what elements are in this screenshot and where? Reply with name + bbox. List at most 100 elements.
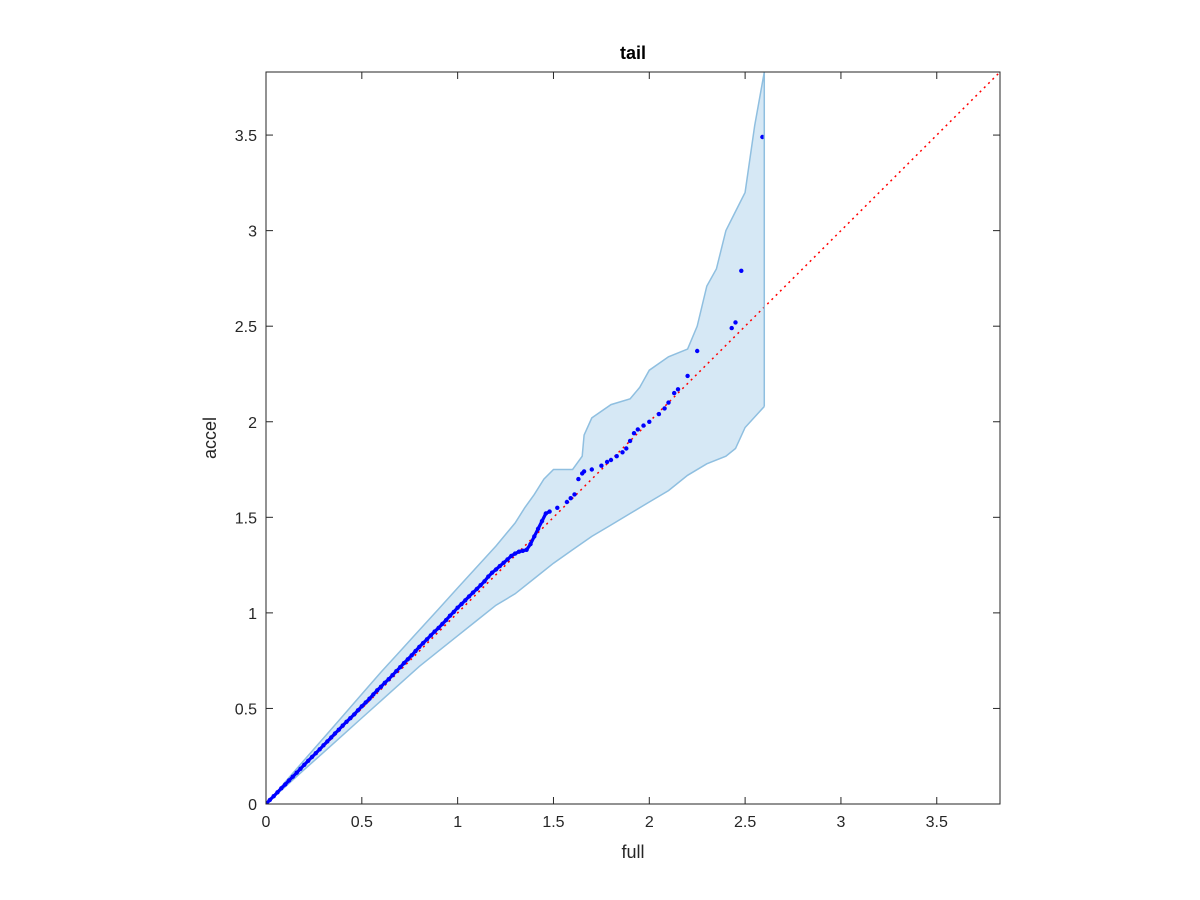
data-point	[635, 427, 640, 432]
data-point	[290, 774, 295, 779]
data-point	[528, 541, 533, 547]
data-point	[443, 617, 449, 623]
y-tick-label: 1.5	[235, 510, 257, 527]
y-tick-label: 3	[248, 224, 257, 241]
data-point	[576, 476, 581, 482]
data-point	[355, 708, 361, 713]
data-point	[424, 637, 430, 642]
data-point	[535, 526, 541, 531]
data-point	[321, 743, 326, 748]
data-point	[520, 548, 525, 553]
data-point	[329, 735, 334, 740]
data-point	[271, 794, 276, 799]
data-point	[564, 499, 570, 505]
data-point	[647, 419, 652, 424]
data-point	[532, 534, 537, 539]
data-point	[539, 518, 545, 524]
data-point	[332, 731, 338, 736]
x-tick-label: 1	[453, 814, 462, 831]
data-point	[455, 605, 460, 610]
data-point	[417, 644, 422, 650]
x-axis-label: full	[621, 842, 644, 862]
x-tick-label: 1.5	[542, 814, 564, 831]
axes-box	[265, 71, 1001, 805]
data-point	[474, 586, 479, 592]
data-point	[608, 457, 614, 463]
data-point	[405, 657, 410, 662]
x-tick-label: 3.5	[926, 814, 948, 831]
x-tick-label: 2.5	[734, 814, 756, 831]
data-point	[359, 704, 364, 709]
data-point	[447, 613, 453, 618]
data-point	[325, 739, 330, 744]
data-point	[275, 790, 280, 795]
y-axis-label: accel	[200, 417, 220, 459]
y-tick-label: 0	[248, 797, 257, 814]
data-points	[266, 134, 765, 804]
data-point	[382, 680, 387, 685]
data-point	[367, 696, 372, 701]
data-point	[298, 766, 303, 771]
data-point	[302, 762, 307, 767]
data-point	[547, 509, 552, 514]
data-point	[760, 134, 765, 140]
data-point	[505, 557, 510, 562]
data-point	[675, 387, 681, 392]
data-point	[599, 463, 604, 468]
data-point	[524, 547, 529, 552]
data-point	[267, 797, 272, 803]
data-point	[340, 723, 345, 728]
confidence-band	[266, 72, 765, 804]
data-point	[489, 570, 495, 575]
data-point	[378, 684, 384, 689]
data-point	[440, 621, 445, 627]
data-point	[386, 677, 391, 682]
data-point	[294, 770, 299, 775]
data-point	[501, 560, 506, 565]
data-point	[413, 648, 418, 654]
data-point	[451, 609, 456, 615]
data-point	[695, 348, 700, 354]
data-point	[739, 268, 744, 273]
data-point	[436, 625, 441, 631]
data-point	[729, 325, 734, 331]
data-point	[662, 406, 667, 411]
data-point	[470, 590, 476, 595]
data-point	[509, 553, 514, 559]
x-tick-label: 0.5	[351, 814, 373, 831]
data-point	[363, 700, 368, 705]
x-tick-label: 3	[836, 814, 845, 831]
data-point	[482, 579, 487, 584]
data-point	[568, 496, 573, 501]
data-point	[286, 778, 292, 783]
data-point	[478, 583, 483, 588]
data-point	[512, 551, 518, 556]
data-point	[486, 574, 491, 579]
x-axis-ticks: 0 0.5 1 1.5 2 2.5 3 3.5	[262, 72, 948, 831]
data-point	[733, 320, 738, 325]
data-point	[336, 727, 341, 732]
data-point	[614, 454, 619, 459]
data-point	[283, 782, 288, 787]
data-point	[555, 505, 560, 510]
y-tick-label: 2.5	[235, 319, 257, 336]
data-point	[493, 567, 499, 572]
data-point	[666, 400, 671, 405]
confidence-band-lower-edge	[266, 405, 765, 804]
data-point	[620, 450, 625, 455]
data-point	[317, 747, 322, 752]
y-tick-label: 2	[248, 415, 257, 432]
confidence-band-upper-edge	[266, 72, 766, 804]
data-point	[309, 754, 315, 760]
data-point	[624, 446, 629, 451]
data-point	[516, 549, 522, 554]
data-point	[543, 511, 548, 516]
data-point	[656, 411, 662, 417]
data-point	[279, 786, 284, 791]
x-tick-label: 0	[262, 814, 271, 831]
data-point	[432, 629, 437, 634]
data-point	[420, 640, 426, 646]
data-point	[352, 712, 357, 717]
data-point	[344, 719, 349, 724]
data-point	[466, 594, 472, 599]
